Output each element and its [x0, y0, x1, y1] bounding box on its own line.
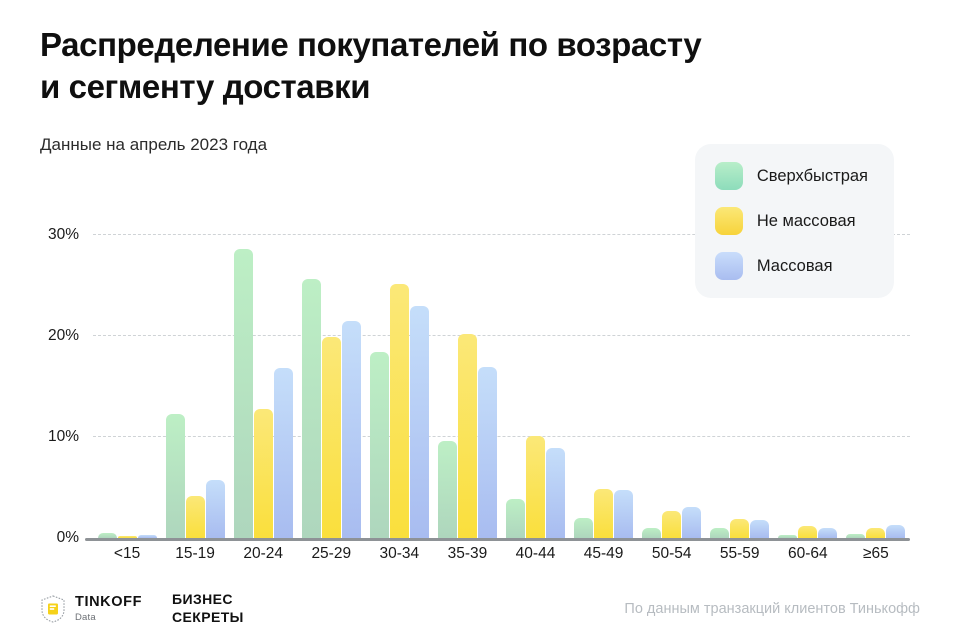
y-axis-tick-label: 30%: [47, 226, 79, 244]
bar[interactable]: [546, 448, 565, 538]
bar[interactable]: [750, 519, 770, 538]
gridline: 20%: [48, 327, 910, 344]
gridline: 30%: [48, 226, 910, 243]
x-axis-tick-label: 50-54: [651, 545, 692, 562]
legend-label: Массовая: [756, 256, 833, 275]
bar[interactable]: [457, 334, 477, 538]
source-note: По данным транзакций клиентов Тинькофф: [624, 600, 920, 617]
y-axis-tick-label: 20%: [47, 327, 79, 345]
gridline: 10%: [48, 428, 910, 445]
x-axis-tick-label: 20-24: [243, 545, 284, 562]
tinkoff-sub: Data: [75, 611, 96, 623]
bar-group: [570, 215, 638, 538]
x-axis-tick-label: 60-64: [787, 545, 828, 562]
bar[interactable]: [818, 527, 838, 538]
bar[interactable]: [185, 495, 205, 538]
x-axis-tick-label: 40-44: [515, 545, 556, 562]
shield-icon: [41, 594, 65, 623]
x-axis-tick-label: 45-49: [583, 545, 624, 562]
bar[interactable]: [137, 534, 157, 538]
business-secrets-logo: БИЗНЕС СЕКРЕТЫ: [172, 591, 244, 626]
x-axis-tick-label: <15: [113, 545, 141, 562]
legend-item-3[interactable]: Массовая: [714, 252, 868, 280]
bar-group: [433, 215, 501, 538]
legend-swatch-icon: [714, 162, 743, 190]
x-axis-tick-label: 25-29: [311, 545, 352, 562]
bar[interactable]: [594, 488, 614, 538]
x-axis-line: [85, 538, 910, 541]
bar-group: [501, 215, 569, 538]
legend-swatch-icon: [714, 207, 743, 235]
bar[interactable]: [273, 368, 293, 538]
bar-group: [365, 215, 433, 538]
brand-logos: TINKOFF Data БИЗНЕС СЕКРЕТЫ: [40, 591, 244, 626]
bar[interactable]: [117, 535, 137, 538]
bar-group: [297, 215, 365, 538]
title-line-2: и сегменту доставки: [40, 67, 371, 105]
tinkoff-data-logo: TINKOFF Data: [40, 594, 142, 623]
bar-group: [229, 215, 297, 538]
bar[interactable]: [97, 532, 117, 538]
bar[interactable]: [477, 367, 497, 538]
y-axis-tick-label: 0%: [56, 529, 79, 546]
legend-label: Сверхбыстрая: [756, 166, 868, 185]
bar[interactable]: [662, 510, 682, 538]
bar[interactable]: [506, 498, 525, 538]
title-line-1: Распределение покупателей по возрасту: [40, 26, 702, 63]
bar[interactable]: [165, 413, 185, 538]
bar[interactable]: [369, 352, 389, 538]
chart-legend: Сверхбыстрая Не массовая Массовая: [694, 144, 894, 298]
tinkoff-name: TINKOFF: [75, 594, 143, 610]
bar[interactable]: [205, 480, 225, 538]
bar[interactable]: [574, 517, 594, 538]
legend-label: Не массовая: [756, 211, 856, 230]
bar[interactable]: [437, 441, 457, 538]
chart-footer: TINKOFF Data БИЗНЕС СЕКРЕТЫ По данным тр…: [40, 591, 920, 626]
bar[interactable]: [233, 249, 253, 538]
legend-swatch-icon: [714, 252, 743, 280]
bar-group: [706, 215, 774, 538]
bar-group: [161, 215, 229, 538]
bar[interactable]: [642, 527, 662, 538]
bar-group: [93, 215, 161, 538]
bar[interactable]: [710, 527, 730, 538]
legend-item-2[interactable]: Не массовая: [714, 207, 868, 235]
bar[interactable]: [253, 408, 273, 538]
tinkoff-wordmark: TINKOFF Data: [75, 595, 142, 622]
y-axis-tick-label: 10%: [47, 428, 79, 446]
bar[interactable]: [614, 489, 634, 538]
x-axis-tick-label: ≥65: [863, 545, 889, 562]
bar[interactable]: [866, 527, 886, 538]
bar[interactable]: [321, 337, 341, 538]
page-title: Распределение покупателей по возрасту и …: [40, 24, 702, 108]
x-axis-tick-label: 15-19: [175, 545, 215, 562]
bar[interactable]: [886, 524, 906, 538]
x-axis-tick-label: 30-34: [379, 545, 420, 562]
bar[interactable]: [409, 305, 429, 538]
x-axis-tick-label: 55-59: [719, 545, 760, 562]
bar[interactable]: [341, 320, 361, 538]
bar[interactable]: [526, 436, 545, 538]
bar-group: [774, 215, 842, 538]
bar[interactable]: [301, 278, 321, 538]
secrets-line-1: БИЗНЕС: [172, 591, 233, 607]
x-axis-tick-label: 35-39: [447, 545, 488, 562]
bar-group: [638, 215, 706, 538]
legend-item-1[interactable]: Сверхбыстрая: [714, 162, 868, 190]
bar[interactable]: [730, 518, 750, 538]
bar[interactable]: [778, 534, 798, 538]
chart-subtitle: Данные на апрель 2023 года: [40, 134, 268, 154]
plot-area: 0% 10% 20% 30%: [48, 215, 910, 546]
bar-groups: [93, 215, 910, 538]
chart-header: Распределение покупателей по возрасту и …: [40, 24, 702, 156]
bar[interactable]: [389, 283, 409, 538]
bar[interactable]: [846, 533, 866, 538]
bar-group: [842, 215, 910, 538]
bar[interactable]: [682, 506, 702, 538]
bar[interactable]: [798, 525, 818, 538]
x-axis-labels: <15 15-19 20-24 25-29 30-34 35-39 40-44 45-49 50…: [93, 545, 910, 563]
secrets-line-2: СЕКРЕТЫ: [172, 608, 244, 625]
